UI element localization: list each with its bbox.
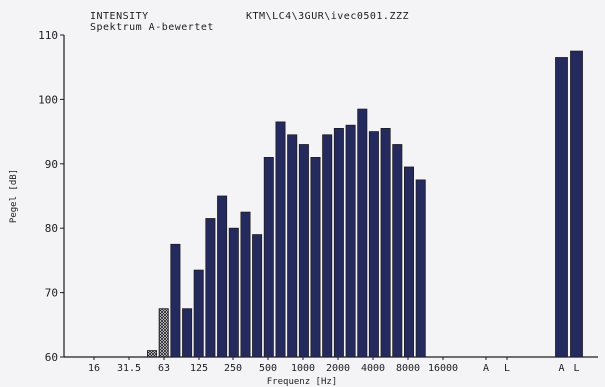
spectrum-bar: [193, 269, 204, 358]
measure-label: INTENSITY: [90, 11, 149, 22]
x-tick-label: 31.5: [117, 363, 141, 374]
spectrum-bar: [357, 108, 368, 358]
spectrum-bar: [252, 234, 263, 358]
total-bar: [555, 57, 568, 358]
x-tick-label: 250: [224, 363, 242, 374]
spectrum-bar: [415, 179, 426, 358]
total-bar-label: L: [573, 363, 579, 374]
x-tick-label: 16000: [428, 363, 458, 374]
spectrum-bar: [158, 308, 169, 358]
file-path-label: KTM\LC4\3GUR\ivec0501.ZZZ: [246, 11, 410, 22]
x-tick-label: 63: [158, 363, 170, 374]
x-tick-label: L: [504, 363, 510, 374]
spectrum-bar: [287, 134, 298, 358]
bar-group: [146, 50, 583, 358]
subtitle-label: Spektrum A-bewertet: [90, 22, 214, 33]
y-tick-label: 60: [45, 351, 58, 364]
spectrum-bar: [298, 144, 309, 358]
spectrum-bar: [322, 134, 333, 358]
spectrum-bar: [263, 156, 274, 358]
y-tick-label: 100: [38, 93, 58, 106]
spectrum-bar: [368, 131, 379, 358]
spectrum-bar: [182, 308, 193, 358]
y-tick-label: 80: [45, 222, 58, 235]
y-axis-title: Pegel [dB]: [9, 169, 19, 223]
y-tick-label: 70: [45, 287, 58, 300]
x-tick-label: 2000: [326, 363, 350, 374]
x-tick-label: 16: [88, 363, 100, 374]
x-tick-label: 500: [259, 363, 277, 374]
spectrum-bar: [228, 227, 239, 358]
spectrum-bar: [170, 243, 181, 358]
x-axis-title: Frequenz [Hz]: [267, 377, 337, 387]
x-tick-label: 125: [190, 363, 208, 374]
spectrum-bar: [240, 211, 251, 358]
spectrum-bar: [310, 156, 321, 358]
spectrum-bar: [146, 350, 157, 358]
y-tick-label: 90: [45, 158, 58, 171]
x-tick-label: A: [483, 363, 489, 374]
spectrum-bar: [275, 121, 286, 358]
spectrum-bar: [403, 166, 414, 358]
total-bar-label: A: [558, 363, 564, 374]
total-bar: [570, 50, 583, 358]
spectrum-bar: [380, 127, 391, 358]
spectrum-bar: [217, 195, 228, 358]
x-tick-label: 1000: [291, 363, 315, 374]
spectrum-bar: [392, 144, 403, 358]
chart-labels: 60 70 80 90 100 110 Pegel [dB] Frequenz [Hz] 16 3…: [9, 29, 580, 387]
x-tick-label: 8000: [396, 363, 420, 374]
spectrum-bar: [333, 127, 344, 358]
spectrum-bar: [345, 124, 356, 358]
spectrum-bar: [205, 218, 216, 358]
y-tick-label: 110: [38, 29, 58, 42]
x-tick-label: 4000: [361, 363, 385, 374]
